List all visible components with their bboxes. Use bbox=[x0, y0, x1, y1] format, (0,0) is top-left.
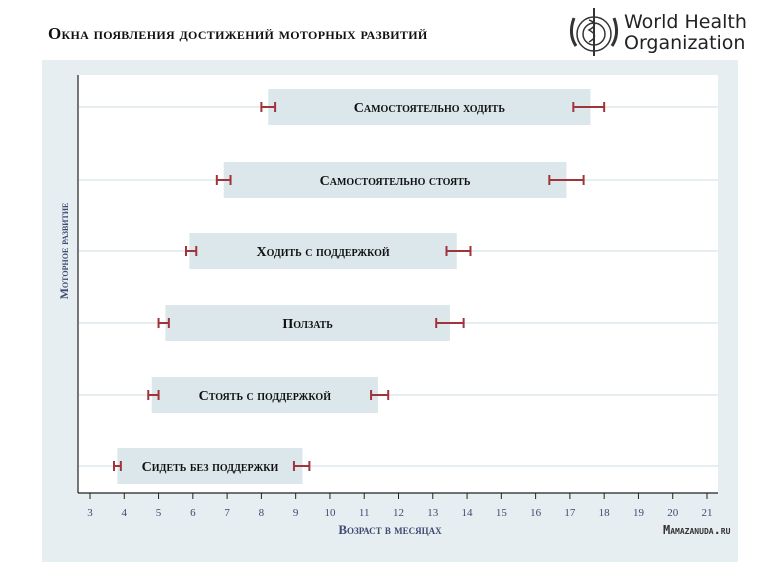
x-tick-label: 8 bbox=[259, 507, 265, 519]
start-error-bar bbox=[147, 390, 160, 400]
milestone-label: Самостоятельно стоять bbox=[320, 174, 471, 189]
x-tick-label: 7 bbox=[224, 507, 230, 519]
x-tick-label: 9 bbox=[293, 507, 299, 519]
milestone-label: Ползать bbox=[282, 317, 333, 332]
milestone-label: Стоять с поддержкой bbox=[199, 389, 332, 404]
x-tick-label: 19 bbox=[633, 507, 645, 519]
logo-text-line1: World Health bbox=[624, 11, 747, 33]
start-error-bar bbox=[215, 175, 232, 185]
start-error-bar bbox=[184, 246, 198, 256]
end-error-bar bbox=[548, 175, 585, 185]
chart-title: Окна появления достижений моторных разви… bbox=[48, 24, 428, 43]
x-tick-label: 10 bbox=[324, 507, 336, 519]
milestone-bar bbox=[165, 305, 450, 341]
x-tick-label: 20 bbox=[667, 507, 679, 519]
end-error-bar bbox=[370, 390, 390, 400]
start-error-bar bbox=[112, 461, 122, 471]
x-tick-label: 18 bbox=[599, 507, 611, 519]
end-error-bar bbox=[292, 461, 311, 471]
x-tick-label: 13 bbox=[427, 507, 439, 519]
x-tick-label: 21 bbox=[702, 507, 713, 519]
logo-text-line2: Organization bbox=[624, 32, 746, 54]
plot-area bbox=[78, 75, 718, 493]
x-tick-label: 5 bbox=[156, 507, 162, 519]
milestone-bar bbox=[268, 89, 591, 125]
x-tick-label: 4 bbox=[122, 507, 128, 519]
milestone-bar bbox=[189, 233, 457, 269]
x-tick-label: 12 bbox=[393, 507, 404, 519]
end-error-bar bbox=[435, 318, 465, 328]
x-tick-label: 3 bbox=[87, 507, 93, 519]
milestone-label: Ходить с поддержкой bbox=[256, 245, 389, 260]
x-tick-label: 17 bbox=[564, 507, 576, 519]
milestone-label: Сидеть без поддержки bbox=[142, 460, 279, 475]
milestone-bar bbox=[117, 448, 303, 484]
x-tick-label: 16 bbox=[530, 507, 542, 519]
y-axis-label: Моторное развитие bbox=[57, 203, 71, 300]
end-error-bar bbox=[445, 246, 472, 256]
milestone-bar bbox=[151, 377, 378, 413]
x-tick-label: 6 bbox=[190, 507, 196, 519]
end-error-bar bbox=[572, 102, 606, 112]
who-logo-icon bbox=[569, 8, 619, 56]
milestone-label: Самостоятельно ходить bbox=[354, 101, 506, 116]
milestone-bar bbox=[223, 162, 567, 198]
x-tick-label: 11 bbox=[359, 507, 370, 519]
start-error-bar bbox=[260, 102, 277, 112]
x-tick-label: 15 bbox=[496, 507, 508, 519]
x-tick-label: 14 bbox=[462, 507, 474, 519]
watermark: Mamazanuda.ru bbox=[663, 523, 731, 537]
start-error-bar bbox=[157, 318, 170, 328]
x-axis-label: Возраст в месяцах bbox=[338, 522, 442, 537]
